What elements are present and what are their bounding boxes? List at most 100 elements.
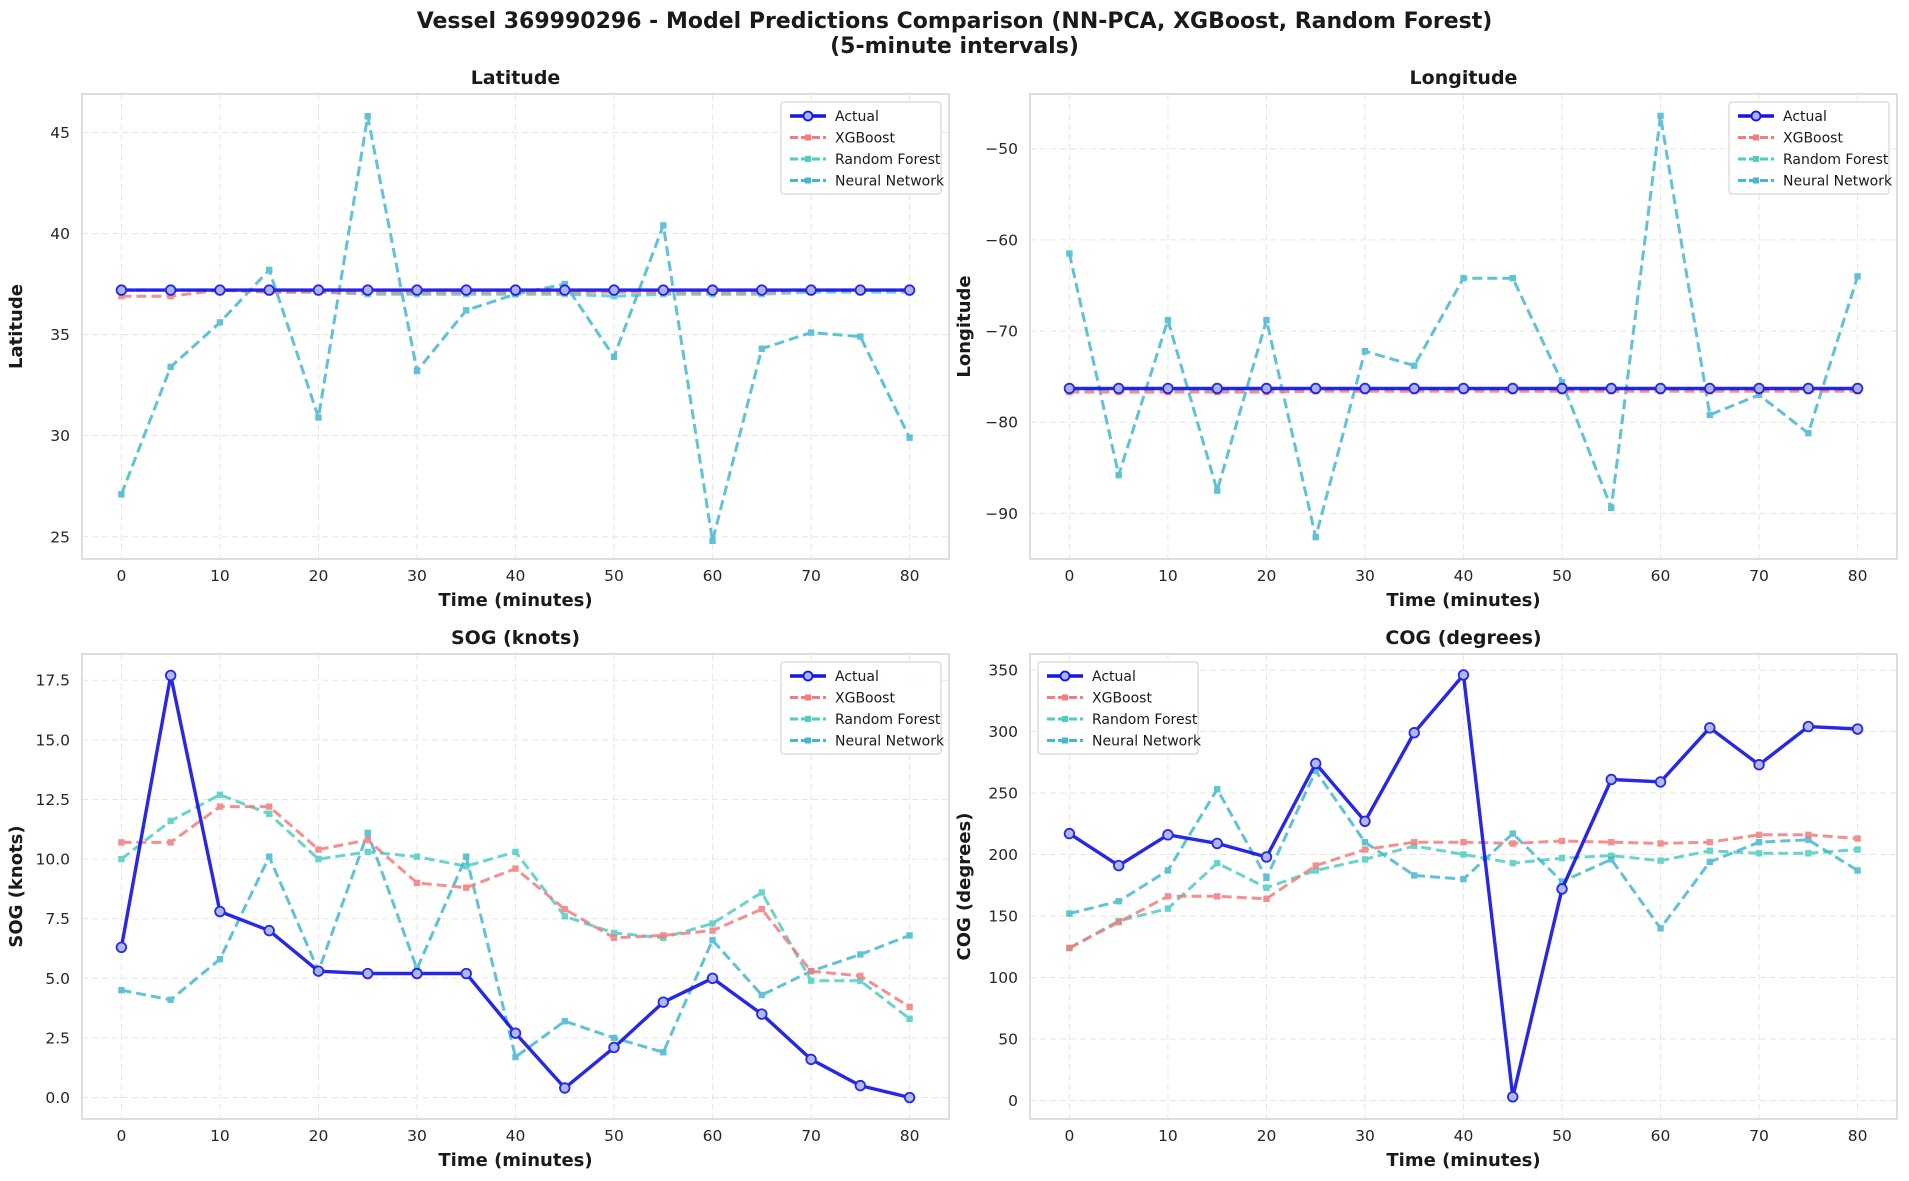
panel-3-series-xgboost-point (561, 905, 568, 913)
panel-2-series-neural-network-point (1608, 504, 1615, 512)
panel-2-series-actual-point (1162, 382, 1174, 395)
panel-2-series-neural-network-point (1854, 273, 1861, 280)
panel-3-series-actual-point (805, 1053, 817, 1066)
panel-4-series-neural-network-point (1164, 867, 1172, 874)
panel-2-ytick-label: −80 (985, 414, 1018, 432)
panel-3-series-random-forest-point (265, 810, 273, 817)
panel-1-title: Latitude (471, 67, 561, 89)
panel-4-series-neural-network-point (1066, 910, 1073, 917)
panel-1-legend-label-actual: Actual (835, 109, 879, 125)
panel-3-series-xgboost-point (906, 1003, 913, 1011)
panel-2-xtick-label: 20 (1257, 567, 1277, 585)
panel-2-series-neural-network-point (1706, 411, 1714, 419)
panel-1-xtick-label: 20 (309, 567, 329, 585)
panel-4-series-random-forest-point (1854, 846, 1861, 853)
panel-1-series-actual-point (411, 284, 423, 296)
panel-4-legend-label-xgboost: XGBoost (1092, 691, 1152, 707)
panel-2-xlabel: Time (minutes) (1386, 590, 1540, 611)
panel-4-series-random-forest-line (1068, 844, 1858, 950)
panel-3-series-xgboost-point (463, 884, 470, 891)
panel-3-series-actual (115, 669, 916, 1104)
panel-3: 0 10 20 30 40 50 60 70 80 0.0 2.5 5.0 7.5 10.0 12.5 15.… (6, 627, 950, 1171)
panel-1-xtick-label: 0 (116, 567, 126, 585)
panel-4-xtick-label: 10 (1158, 1127, 1178, 1145)
panel-3-series-random-forest-point (857, 977, 864, 984)
panel-3-series-random-forest-point (216, 791, 224, 798)
panel-4-series-actual-point (1162, 829, 1174, 841)
panel-3-series-random-forest-point (413, 853, 421, 860)
panel-2-ytick-label: −50 (985, 140, 1018, 158)
panel-1-xtick-label: 60 (703, 567, 723, 585)
panel-2-ytick-label: −90 (985, 505, 1018, 523)
panel-4-series-random-forest-point (1361, 856, 1369, 863)
panel-3-xtick-label: 40 (506, 1127, 526, 1145)
panel-3-series-neural-network-point (512, 1053, 519, 1061)
panel-1-xtick-label: 80 (900, 567, 920, 585)
panel-3-legend-marker (805, 737, 811, 744)
panel-1-series-neural-network-point (463, 307, 470, 314)
panel-4-ytick-label: 200 (988, 846, 1018, 864)
panel-4-xtick-label: 50 (1552, 1127, 1572, 1145)
panel-4-series-actual-point (1359, 815, 1371, 828)
panel-4-series-actual (1063, 669, 1864, 1103)
panel-1-series-actual-point (312, 284, 325, 296)
panel-1-series-actual-point (559, 284, 571, 296)
panel-3-legend-label-neural-network: Neural Network (835, 734, 945, 750)
panel-4-series-actual-point (1310, 757, 1322, 770)
panel-3-series-random-forest-point (463, 863, 470, 870)
panel-1-series-actual-point (509, 284, 522, 296)
panel-1-ytick-label: 45 (50, 124, 70, 142)
panel-3-series-xgboost-point (709, 927, 716, 934)
panel-3-series-xgboost-point (167, 839, 174, 846)
panel-2-series-actual-point (1310, 382, 1322, 395)
panel-4-series-actual-point (1457, 669, 1470, 681)
panel-2-legend-marker (1753, 177, 1759, 184)
panel-3-legend-marker (802, 670, 814, 682)
panel-3-legend-marker (805, 716, 811, 722)
panel-3-frame (81, 653, 950, 1120)
panel-3-series-neural-network-point (265, 853, 273, 860)
panel-3-series-random-forest-point (364, 848, 371, 856)
panel-4-ytick-label: 300 (988, 723, 1018, 741)
panel-3-xtick-label: 70 (801, 1127, 821, 1145)
panel-3-series-xgboost-point (610, 934, 618, 941)
panel-4-series-xgboost-point (1854, 835, 1861, 842)
panel-2-series-actual-point (1556, 382, 1568, 395)
panel-3-series-xgboost-point (857, 972, 864, 980)
panel-3-series-neural-network-point (857, 951, 864, 958)
panel-4-title: COG (degrees) (1385, 627, 1541, 649)
panel-2-series-neural-network-point (1509, 274, 1516, 282)
panel-4-series-neural-network-point (1706, 858, 1714, 866)
panel-3-series-random-forest-point (167, 817, 174, 825)
panel-2-frame (1029, 93, 1898, 560)
panel-1-series-actual-point (214, 284, 226, 296)
panel-4-xtick-label: 40 (1454, 1127, 1474, 1145)
panel-4-series-actual-point (1507, 1091, 1519, 1103)
panel-1-series-actual-point (756, 284, 768, 296)
panel-3-series-xgboost-point (118, 839, 125, 846)
panel-2-series-actual-point (1753, 382, 1765, 395)
panel-4-series-random-forest-point (1213, 859, 1221, 867)
panel-2-series-actual-point (1802, 382, 1815, 395)
panel-2-series-neural-network-point (1755, 391, 1763, 399)
panel-3-series-random-forest-point (315, 855, 322, 863)
panel-2-legend-marker (1753, 134, 1759, 141)
panel-1-legend-label-random-forest: Random Forest (835, 152, 941, 168)
panel-1-legend: Actual XGBoost Random Forest Neural Network (780, 101, 945, 195)
panel-4-frame (1029, 653, 1898, 1120)
panel-2-series-neural-network-point (1164, 316, 1172, 324)
panel-4-series-actual-point (1851, 723, 1864, 735)
panel-1-xtick-label: 70 (801, 567, 821, 585)
panel-1-xtick-label: 40 (506, 567, 526, 585)
panel-2-xtick-label: 0 (1064, 567, 1074, 585)
panel-1-series-neural-network-point (265, 266, 273, 274)
panel-1-series-neural-network-point (857, 333, 864, 340)
panel-2: 0 10 20 30 40 50 60 70 80 −90 −80 −70 −60 −50 Longitud… (954, 67, 1898, 611)
panel-4-series-xgboost-point (1213, 893, 1221, 900)
panel-4-series-random-forest (1066, 842, 1861, 952)
panel-3-series-actual-point (854, 1079, 867, 1092)
panel-2-ytick-label: −60 (985, 231, 1018, 249)
panel-2-xtick-label: 60 (1651, 567, 1671, 585)
panel-2-series-actual-point (1605, 382, 1617, 395)
panel-4-series-neural-network-point (1558, 878, 1566, 885)
